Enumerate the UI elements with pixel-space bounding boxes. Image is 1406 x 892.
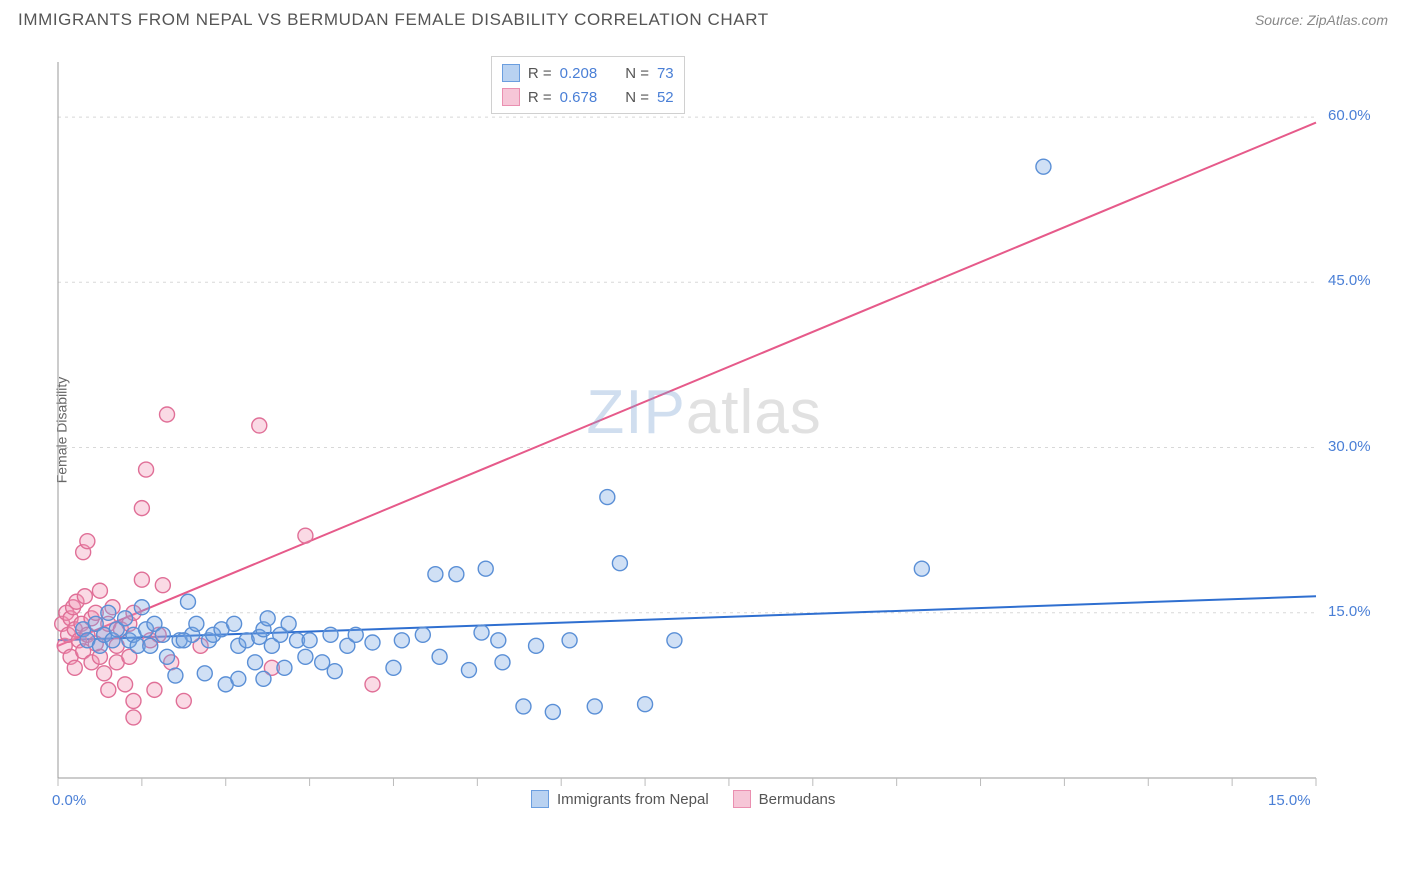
- legend-swatch: [531, 790, 549, 808]
- series-label: Immigrants from Nepal: [557, 791, 709, 808]
- chart-plot-area: ZIPatlas R =0.208N =73R =0.678N =52 Immi…: [50, 48, 1386, 818]
- legend-swatch: [502, 64, 520, 82]
- legend-swatch: [502, 88, 520, 106]
- chart-title: IMMIGRANTS FROM NEPAL VS BERMUDAN FEMALE…: [18, 10, 769, 30]
- correlation-legend: R =0.208N =73R =0.678N =52: [491, 56, 685, 114]
- chart-header: IMMIGRANTS FROM NEPAL VS BERMUDAN FEMALE…: [0, 0, 1406, 36]
- legend-swatch: [733, 790, 751, 808]
- series-label: Bermudans: [759, 791, 836, 808]
- series-legend: Immigrants from Nepal Bermudans: [531, 790, 835, 808]
- scatter-plot-svg: [50, 48, 1386, 818]
- source-attribution: Source: ZipAtlas.com: [1255, 12, 1388, 28]
